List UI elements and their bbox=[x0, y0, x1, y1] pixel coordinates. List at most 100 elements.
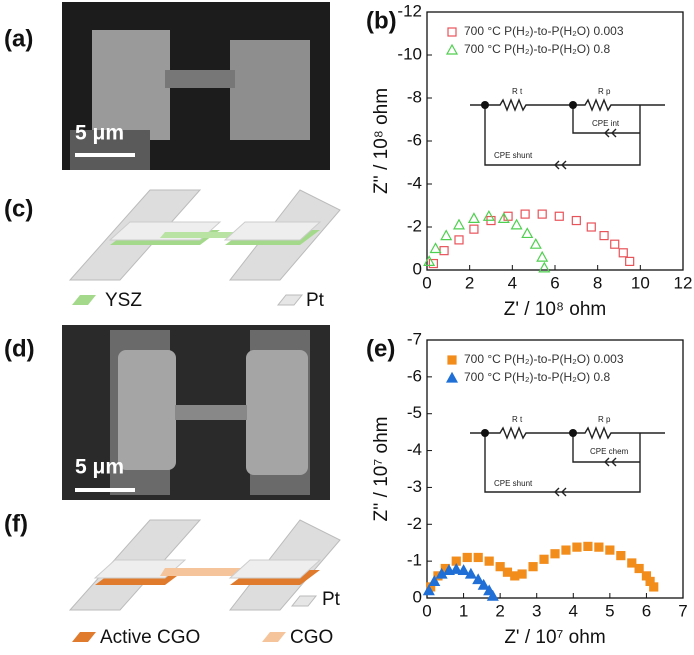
marker bbox=[587, 223, 595, 231]
x-axis-label: Z' / 10⁸ ohm bbox=[504, 299, 606, 320]
y-axis-label: Z'' / 10⁷ ohm bbox=[371, 417, 392, 522]
x-axis-label: Z' / 10⁷ ohm bbox=[504, 627, 605, 648]
x-tick-label: 0 bbox=[422, 273, 431, 292]
y-tick-label: -3 bbox=[407, 477, 422, 496]
scale-bar-label: 5 μm bbox=[75, 456, 124, 479]
marker bbox=[573, 543, 581, 551]
legend-marker bbox=[448, 356, 456, 364]
circuit-label: CPE shunt bbox=[494, 151, 533, 160]
circuit-label: R t bbox=[512, 87, 523, 96]
circuit-label: R p bbox=[598, 87, 611, 96]
scale-bar-label: 5 μm bbox=[75, 122, 124, 145]
y-tick-label: 0 bbox=[413, 259, 422, 278]
marker bbox=[522, 228, 532, 237]
schematic: YSZ Pt bbox=[70, 190, 340, 311]
panel-label: (e) bbox=[366, 335, 395, 362]
panel-label: (f) bbox=[4, 510, 28, 537]
panel-label: (d) bbox=[4, 335, 35, 362]
x-tick-label: 8 bbox=[593, 273, 602, 292]
marker bbox=[455, 236, 463, 244]
circuit: R t R p CPE chem CPE shunt bbox=[470, 415, 665, 496]
y-tick-label: -6 bbox=[407, 130, 422, 149]
circuit-label: CPE int bbox=[592, 119, 620, 128]
marker bbox=[538, 210, 546, 218]
x-tick-label: 0 bbox=[422, 601, 431, 620]
x-tick-label: 3 bbox=[532, 601, 541, 620]
legend-label: 700 °C P(H₂)-to-P(H₂O) 0.003 bbox=[464, 352, 624, 366]
x-tick-label: 12 bbox=[674, 273, 693, 292]
marker bbox=[540, 555, 548, 563]
y-tick-label: -1 bbox=[407, 551, 422, 570]
x-tick-label: 2 bbox=[465, 273, 474, 292]
marker bbox=[600, 232, 608, 240]
y-axis-label: Z'' / 10⁸ ohm bbox=[371, 88, 392, 194]
marker bbox=[551, 550, 559, 558]
marker bbox=[531, 239, 541, 248]
marker bbox=[459, 565, 469, 574]
marker bbox=[595, 543, 603, 551]
marker bbox=[470, 225, 478, 233]
x-tick-label: 6 bbox=[550, 273, 559, 292]
x-tick-label: 7 bbox=[678, 601, 687, 620]
marker bbox=[617, 552, 625, 560]
legend-label: CGO bbox=[290, 627, 333, 648]
legend-label: 700 °C P(H₂)-to-P(H₂O) 0.003 bbox=[464, 24, 624, 38]
circuit-label: R t bbox=[512, 415, 523, 424]
marker bbox=[572, 217, 580, 225]
legend-marker bbox=[447, 45, 457, 54]
x-tick-label: 10 bbox=[631, 273, 650, 292]
marker bbox=[440, 247, 448, 255]
sem-image: 5 μm bbox=[62, 2, 330, 170]
marker bbox=[454, 220, 464, 229]
legend-marker bbox=[447, 373, 457, 382]
marker bbox=[611, 240, 619, 248]
marker bbox=[650, 583, 658, 591]
x-tick-label: 2 bbox=[495, 601, 504, 620]
legend-label: Pt bbox=[322, 589, 341, 610]
marker bbox=[484, 211, 494, 220]
marker bbox=[562, 546, 570, 554]
y-tick-label: -2 bbox=[407, 514, 422, 533]
x-tick-label: 6 bbox=[642, 601, 651, 620]
y-tick-label: -12 bbox=[397, 1, 422, 20]
x-tick-label: 4 bbox=[569, 601, 578, 620]
legend-label: Pt bbox=[306, 290, 325, 311]
marker bbox=[469, 213, 479, 222]
panel-label: (c) bbox=[4, 195, 33, 222]
circuit-label: R p bbox=[598, 415, 611, 424]
y-tick-label: -8 bbox=[407, 87, 422, 106]
marker bbox=[431, 244, 441, 253]
marker bbox=[606, 546, 614, 554]
sem-image: 5 μm bbox=[62, 325, 330, 500]
marker bbox=[584, 542, 592, 550]
marker bbox=[521, 210, 529, 218]
marker bbox=[441, 231, 451, 240]
y-tick-label: -7 bbox=[407, 329, 422, 348]
marker bbox=[485, 557, 493, 565]
page: {"labels":{"a":"(a)","b":"(b)","c":"(c)"… bbox=[0, 0, 694, 655]
marker bbox=[518, 570, 526, 578]
x-tick-label: 4 bbox=[508, 273, 517, 292]
marker bbox=[463, 553, 471, 561]
y-tick-label: -4 bbox=[407, 440, 422, 459]
y-tick-label: -4 bbox=[407, 173, 422, 192]
y-tick-label: 0 bbox=[413, 587, 422, 606]
schematic: Pt Active CGO CGO bbox=[70, 520, 341, 648]
marker bbox=[537, 252, 547, 261]
figure: (a) (b) (c) (d) (e) (f) 5 μm YSZ Pt 5 μm… bbox=[0, 0, 694, 655]
marker bbox=[555, 212, 563, 220]
circuit-label: CPE chem bbox=[590, 447, 629, 456]
marker bbox=[626, 257, 634, 265]
x-tick-label: 1 bbox=[459, 601, 468, 620]
marker bbox=[474, 553, 482, 561]
marker bbox=[529, 563, 537, 571]
legend-label: 700 °C P(H₂)-to-P(H₂O) 0.8 bbox=[464, 42, 610, 56]
y-tick-label: -10 bbox=[397, 44, 422, 63]
circuit: R t R p CPE int CPE shunt bbox=[470, 87, 665, 169]
y-tick-label: -2 bbox=[407, 216, 422, 235]
x-tick-label: 5 bbox=[605, 601, 614, 620]
legend-marker bbox=[448, 28, 456, 36]
legend-label: YSZ bbox=[105, 290, 142, 311]
legend-label: 700 °C P(H₂)-to-P(H₂O) 0.8 bbox=[464, 370, 610, 384]
legend-label: Active CGO bbox=[100, 627, 200, 648]
